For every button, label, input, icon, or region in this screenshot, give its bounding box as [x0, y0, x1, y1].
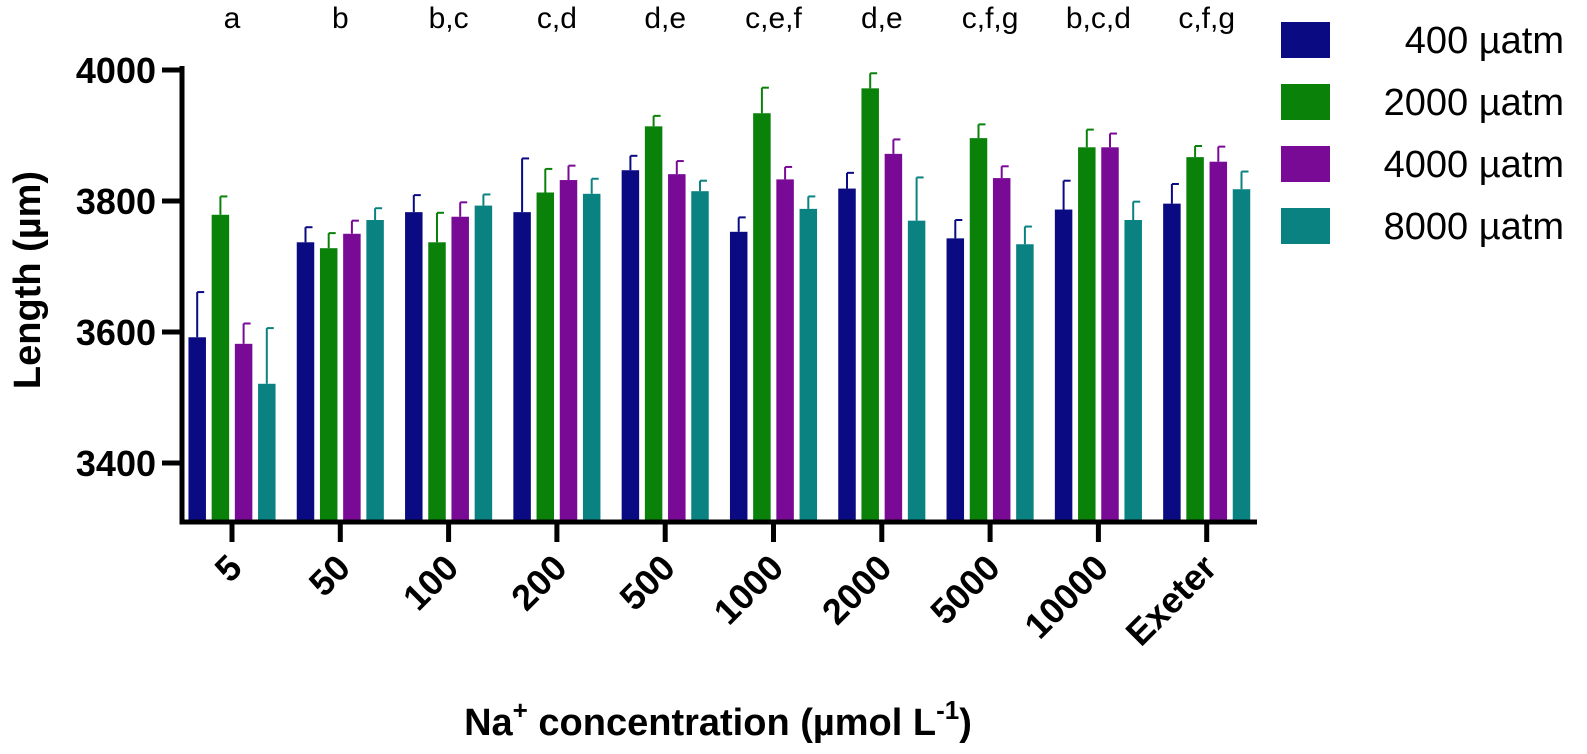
x-tick-label-500: 500 — [611, 547, 682, 618]
significance-letter-5000: c,f,g — [962, 2, 1019, 35]
x-axis-title-exponent: -1 — [936, 695, 959, 725]
bar-10000-series-1 — [1054, 209, 1073, 522]
bar-50-series-3 — [343, 233, 361, 522]
bar-5-series-1 — [188, 337, 206, 522]
bar-5000-series-1 — [946, 238, 965, 522]
x-axis-title-middle: concentration (µmol L — [528, 702, 936, 744]
bar-1000-series-4 — [799, 208, 818, 522]
bar-1000-series-2 — [753, 113, 771, 523]
y-tick-label-3600: 3600 — [76, 312, 156, 353]
significance-letter-5: a — [224, 2, 241, 35]
x-tick-label-50: 50 — [301, 547, 358, 604]
legend-swatch-series-4 — [1281, 208, 1330, 244]
x-tick-label-5: 5 — [207, 547, 250, 590]
legend-label-series-4: 8000 µatm — [1384, 206, 1564, 248]
bar-500-series-4 — [691, 191, 709, 522]
bar-2000-series-2 — [861, 88, 879, 522]
x-axis-title: Na+ concentration (µmol L-1) — [464, 695, 972, 744]
bar-2000-series-4 — [907, 220, 926, 522]
bar-1000-series-3 — [776, 179, 794, 522]
bar-50-series-4 — [366, 220, 384, 522]
x-tick-label-5000: 5000 — [922, 547, 1008, 633]
bar-5-series-4 — [258, 383, 276, 522]
bar-5000-series-2 — [969, 138, 988, 522]
x-tick-label-10000: 10000 — [1016, 547, 1116, 647]
bar-5000-series-4 — [1016, 244, 1034, 523]
y-tick-label-3800: 3800 — [76, 181, 156, 222]
legend-label-series-3: 4000 µatm — [1384, 144, 1564, 186]
bar-10000-series-3 — [1101, 147, 1119, 522]
bar-Exeter-series-2 — [1186, 157, 1204, 522]
bar-5000-series-3 — [992, 178, 1011, 522]
x-tick-label-Exeter: Exeter — [1118, 547, 1225, 654]
bar-200-series-1 — [513, 212, 531, 522]
legend-label-series-2: 2000 µatm — [1384, 82, 1564, 124]
bar-500-series-1 — [621, 170, 640, 523]
bar-500-series-3 — [668, 174, 686, 522]
significance-letter-200: c,d — [537, 2, 577, 35]
x-axis-title-end: ) — [959, 702, 972, 744]
legend-swatch-series-1 — [1281, 22, 1330, 58]
bar-5-series-3 — [234, 343, 253, 522]
axes-layer — [162, 66, 1257, 542]
bar-100-series-1 — [405, 212, 423, 522]
bar-100-series-3 — [451, 216, 469, 522]
bar-100-series-2 — [428, 242, 446, 522]
significance-letter-2000: d,e — [861, 2, 903, 35]
bar-200-series-3 — [559, 180, 578, 522]
bar-10000-series-4 — [1124, 220, 1142, 522]
significance-letter-100: b,c — [429, 2, 469, 35]
bar-2000-series-3 — [884, 153, 903, 522]
bar-10000-series-2 — [1078, 147, 1096, 522]
significance-letter-Exeter: c,f,g — [1178, 2, 1235, 35]
significance-letter-50: b — [332, 2, 349, 35]
x-tick-label-2000: 2000 — [814, 547, 900, 633]
bar-Exeter-series-3 — [1209, 161, 1228, 522]
bar-200-series-4 — [582, 193, 601, 522]
legend-label-series-1: 400 µatm — [1405, 20, 1564, 62]
y-tick-label-3400: 3400 — [76, 443, 156, 484]
x-tick-label-100: 100 — [395, 547, 466, 618]
x-tick-label-1000: 1000 — [706, 547, 792, 633]
bar-500-series-2 — [644, 126, 663, 522]
y-tick-label-4000: 4000 — [76, 50, 156, 91]
significance-letter-500: d,e — [644, 2, 686, 35]
significance-letter-10000: b,c,d — [1066, 2, 1131, 35]
bar-100-series-4 — [474, 205, 493, 522]
bar-Exeter-series-4 — [1232, 189, 1251, 522]
x-axis-title-main: Na — [464, 702, 513, 744]
significance-letter-1000: c,e,f — [745, 2, 802, 35]
bar-200-series-2 — [536, 192, 555, 523]
bar-5-series-2 — [211, 214, 230, 523]
bar-2000-series-1 — [838, 188, 856, 522]
x-axis-title-superscript: + — [513, 695, 528, 725]
bar-50-series-1 — [296, 242, 315, 522]
bar-1000-series-1 — [729, 231, 748, 522]
bars-layer — [188, 72, 1251, 523]
x-tick-label-200: 200 — [503, 547, 574, 618]
legend-swatch-series-3 — [1281, 146, 1330, 182]
bar-Exeter-series-1 — [1163, 203, 1181, 523]
bar-50-series-2 — [319, 248, 338, 523]
legend-swatch-series-2 — [1281, 84, 1330, 120]
legend: 400 µatm 2000 µatm 4000 µatm 8000 µatm — [1281, 20, 1564, 248]
y-axis-title: Length (µm) — [7, 171, 49, 389]
